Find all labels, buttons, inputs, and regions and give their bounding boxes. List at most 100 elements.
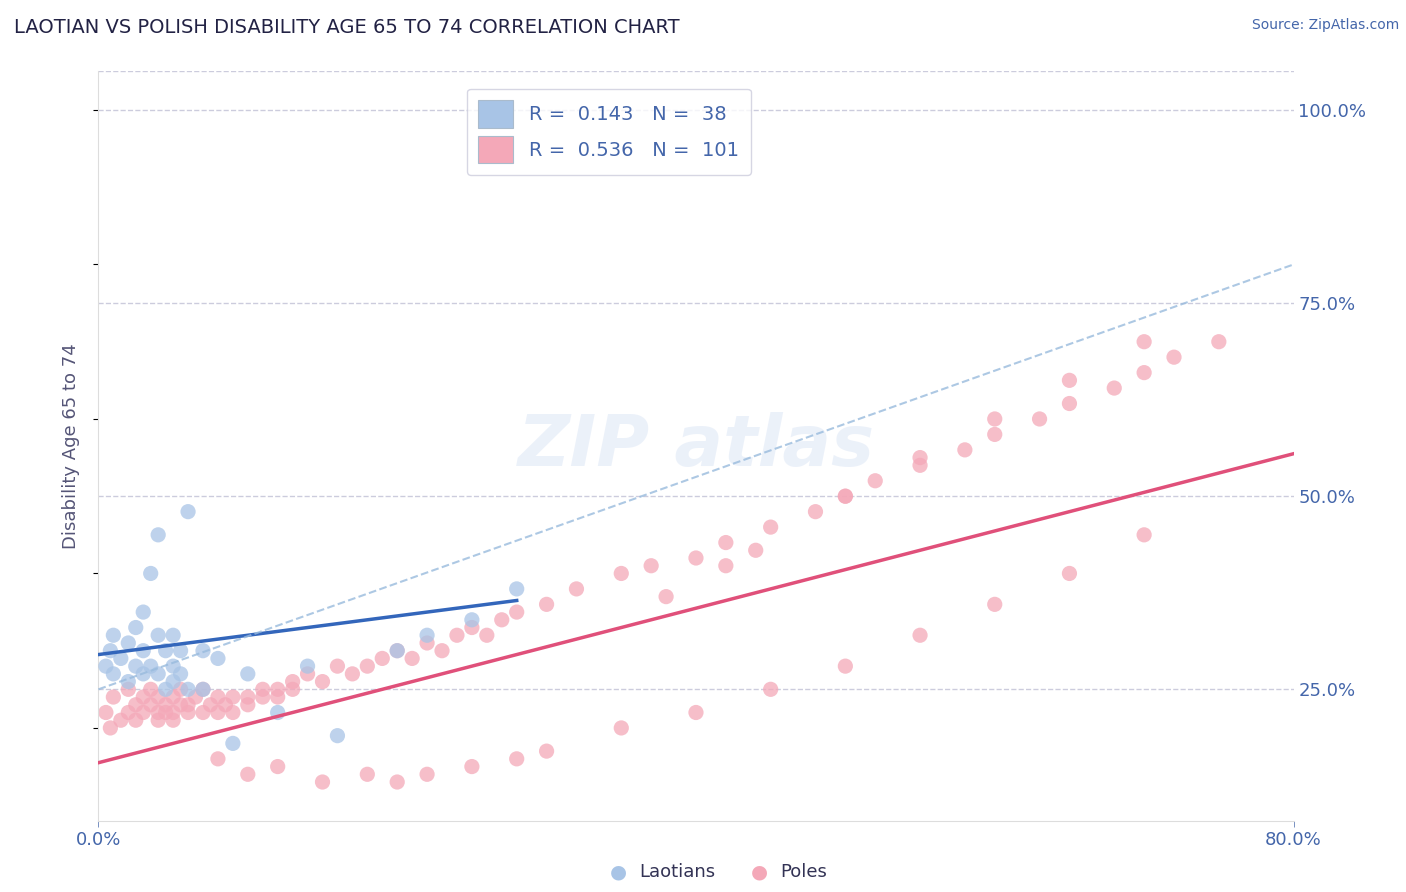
Point	[94, 706, 117, 720]
Point	[125, 713, 148, 727]
Point	[236, 698, 259, 712]
Point	[371, 651, 394, 665]
Point	[177, 505, 200, 519]
Point	[139, 698, 162, 712]
Point	[117, 682, 139, 697]
Point	[148, 706, 170, 720]
Point	[148, 628, 170, 642]
Point	[865, 474, 887, 488]
Point	[117, 706, 139, 720]
Point	[416, 628, 439, 642]
Point	[125, 659, 148, 673]
Point	[177, 706, 200, 720]
Point	[139, 682, 162, 697]
Point	[267, 706, 290, 720]
Point	[169, 666, 191, 681]
Point	[191, 682, 214, 697]
Point	[385, 643, 409, 657]
Point	[356, 767, 378, 781]
Point	[132, 605, 155, 619]
Point	[297, 659, 319, 673]
Point	[1133, 334, 1156, 349]
Point	[804, 505, 827, 519]
Point	[148, 528, 170, 542]
Point	[506, 605, 529, 619]
Point	[565, 582, 588, 596]
Y-axis label: Disability Age 65 to 74: Disability Age 65 to 74	[62, 343, 80, 549]
Point	[1028, 412, 1050, 426]
Point	[326, 729, 349, 743]
Point	[207, 690, 229, 704]
Point	[191, 643, 214, 657]
Point	[1133, 528, 1156, 542]
Point	[103, 666, 125, 681]
Point	[148, 713, 170, 727]
Point	[139, 659, 162, 673]
Point	[416, 636, 439, 650]
Point	[155, 643, 177, 657]
Point	[191, 682, 214, 697]
Point	[1208, 334, 1230, 349]
Text: Laotians: Laotians	[640, 863, 716, 881]
Point	[311, 775, 333, 789]
Point	[714, 558, 737, 573]
Point	[110, 651, 132, 665]
Point	[103, 628, 125, 642]
Point	[759, 682, 782, 697]
Point	[1163, 350, 1185, 364]
Point	[297, 666, 319, 681]
Point	[430, 643, 453, 657]
Point	[342, 666, 364, 681]
Point	[162, 706, 184, 720]
Point	[132, 706, 155, 720]
Point	[385, 643, 409, 657]
Point	[953, 442, 976, 457]
Point	[236, 767, 259, 781]
Point	[148, 666, 170, 681]
Point	[685, 706, 707, 720]
Text: ZIP atlas: ZIP atlas	[517, 411, 875, 481]
Point	[139, 566, 162, 581]
Point	[640, 558, 662, 573]
Point	[461, 613, 484, 627]
Point	[252, 690, 274, 704]
Point	[169, 698, 191, 712]
Text: Poles: Poles	[780, 863, 827, 881]
Text: ●: ●	[751, 863, 768, 881]
Point	[834, 489, 856, 503]
Point	[117, 636, 139, 650]
Point	[162, 713, 184, 727]
Point	[461, 759, 484, 773]
Point	[536, 744, 558, 758]
Point	[236, 690, 259, 704]
Point	[207, 752, 229, 766]
Point	[177, 698, 200, 712]
Point	[207, 706, 229, 720]
Point	[326, 659, 349, 673]
Point	[117, 674, 139, 689]
Point	[1059, 373, 1081, 387]
Point	[252, 682, 274, 697]
Point	[908, 458, 931, 473]
Point	[759, 520, 782, 534]
Point	[610, 721, 633, 735]
Point	[385, 775, 409, 789]
Point	[908, 450, 931, 465]
Point	[103, 690, 125, 704]
Point	[536, 598, 558, 612]
Point	[169, 682, 191, 697]
Point	[1133, 366, 1156, 380]
Point	[155, 682, 177, 697]
Point	[461, 621, 484, 635]
Point	[162, 690, 184, 704]
Point	[162, 628, 184, 642]
Point	[267, 759, 290, 773]
Point	[98, 643, 122, 657]
Point	[169, 643, 191, 657]
Point	[356, 659, 378, 673]
Point	[834, 659, 856, 673]
Point	[132, 666, 155, 681]
Point	[506, 582, 529, 596]
Point	[132, 690, 155, 704]
Point	[125, 621, 148, 635]
